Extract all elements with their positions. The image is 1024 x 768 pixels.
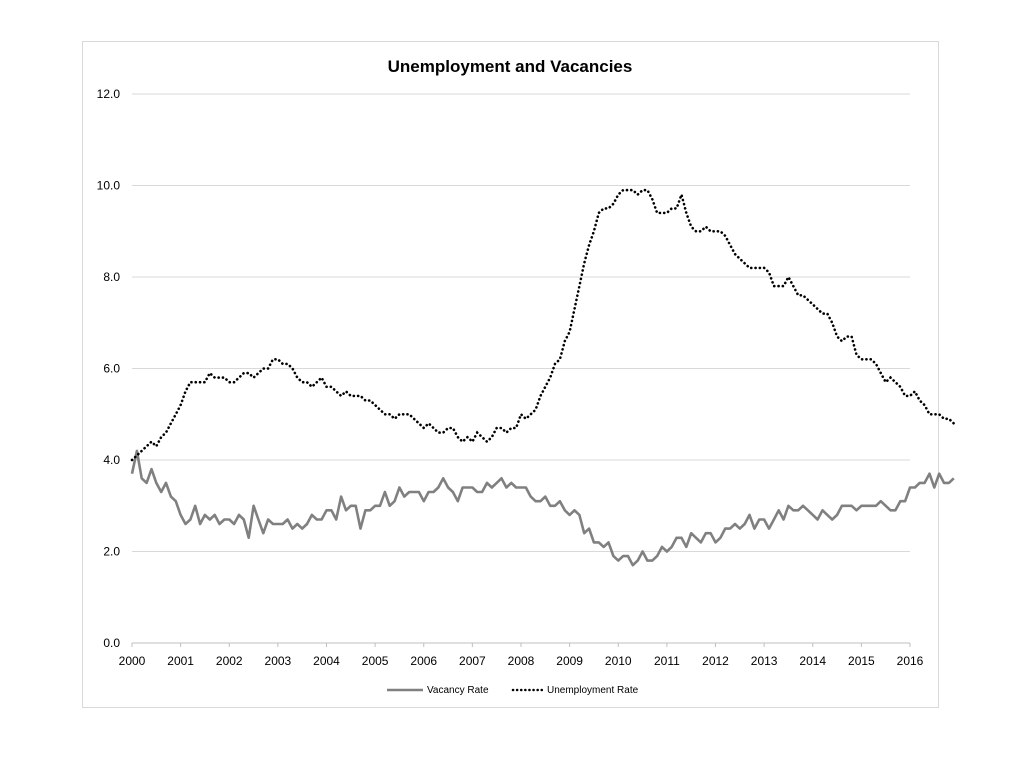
x-tick-label: 2010 — [605, 654, 632, 668]
y-tick-label: 0.0 — [103, 636, 120, 650]
x-tick-label: 2008 — [508, 654, 535, 668]
chart-title: Unemployment and Vacancies — [388, 57, 633, 76]
chart-frame — [82, 41, 939, 708]
legend-label-unemployment-rate: Unemployment Rate — [547, 685, 639, 696]
legend: Vacancy Rate Unemployment Rate — [387, 685, 639, 696]
x-tick-label: 2003 — [265, 654, 292, 668]
y-tick-label: 8.0 — [103, 270, 120, 284]
y-axis-tick-labels: 0.0 2.0 4.0 6.0 8.0 10.0 12.0 — [97, 87, 121, 650]
y-tick-label: 4.0 — [103, 453, 120, 467]
series-line-unemployment-rate — [130, 188, 956, 462]
x-tick-label: 2004 — [313, 654, 340, 668]
y-tick-label: 2.0 — [103, 545, 120, 559]
x-tick-label: 2000 — [119, 654, 146, 668]
x-tick-label: 2012 — [702, 654, 729, 668]
x-tick-label: 2015 — [848, 654, 875, 668]
y-tick-label: 6.0 — [103, 362, 120, 376]
x-axis-tick-labels: 2000 2001 2002 2003 2004 2005 2006 2007 2008 2009… — [119, 654, 924, 668]
x-tick-label: 2005 — [362, 654, 389, 668]
x-tick-label: 2002 — [216, 654, 243, 668]
x-tick-label: 2006 — [410, 654, 437, 668]
x-tick-label: 2001 — [167, 654, 194, 668]
y-tick-label: 12.0 — [97, 87, 121, 101]
series-line-vacancy-rate — [130, 449, 955, 567]
series-lines — [130, 188, 956, 567]
x-tick-label: 2007 — [459, 654, 486, 668]
x-tick-label: 2009 — [556, 654, 583, 668]
x-tick-label: 2013 — [751, 654, 778, 668]
x-tick-label: 2016 — [897, 654, 924, 668]
y-tick-label: 10.0 — [97, 179, 121, 193]
x-tick-label: 2011 — [654, 654, 680, 668]
x-tick-label: 2014 — [799, 654, 826, 668]
grid-lines — [131, 93, 911, 647]
legend-label-vacancy-rate: Vacancy Rate — [427, 685, 489, 696]
